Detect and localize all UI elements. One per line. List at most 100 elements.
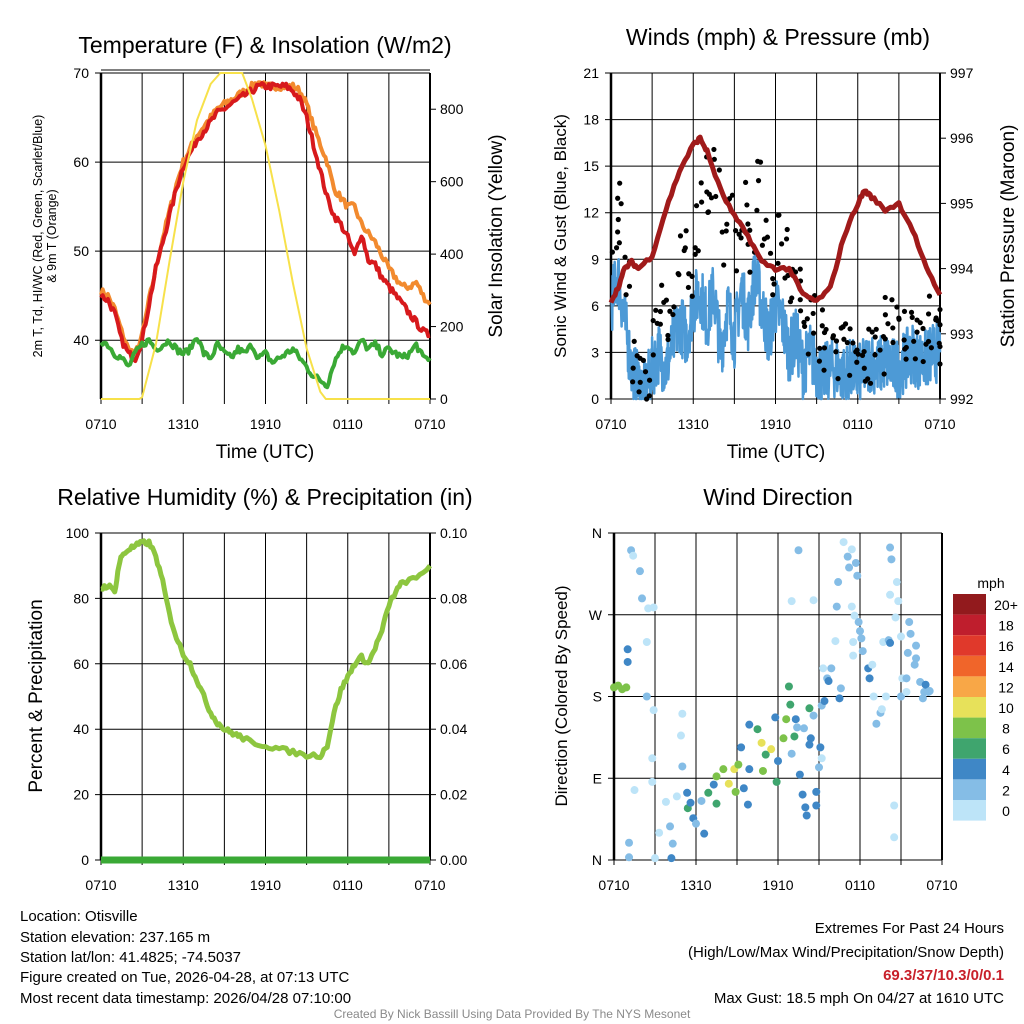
gust-point [925,338,932,345]
latlon-text: Station lat/lon: 41.4825; -74.5037 [20,949,241,966]
y-tick-label: 80 [73,590,89,606]
x-tick-label: 0710 [85,877,116,893]
y-tick-label: 50 [73,243,89,259]
gust-point [676,272,682,278]
wind-direction-point [805,704,814,713]
gust-point [908,309,915,316]
wind-direction-point [784,682,793,691]
y-tick-label: 60 [73,154,89,170]
wind-direction-point [887,555,896,564]
x-tick-label: 0710 [414,416,445,432]
gust-point [744,202,750,208]
y2-tick-label: 800 [440,101,464,117]
wind-direction-point [850,611,859,620]
gust-point [615,229,621,235]
wind-direction-title: Wind Direction [703,484,853,510]
wind-direction-point [858,647,867,656]
wind-direction-point [834,578,843,587]
pressure-ylabel: Station Pressure (Maroon) [998,125,1019,348]
wind-direction-point [709,780,718,789]
gust-point [775,260,781,266]
wind-direction-point [854,618,863,627]
wind-direction-point [678,709,687,718]
gust-point [723,228,729,234]
legend-label: 18 [998,618,1014,634]
wind-direction-point [824,677,833,686]
gust-point [889,297,895,303]
legend-swatch [953,800,986,821]
wind-direction-point [758,766,767,775]
gust-point [631,338,637,344]
elevation-text: Station elevation: 237.165 m [20,929,210,946]
gust-point [885,321,891,327]
wind-direction-point [799,724,808,733]
gust-point [847,372,853,378]
gust-point [880,333,887,340]
humidity-ylabel: Percent & Precipitation [26,599,47,792]
gust-point [821,367,827,373]
gust-point [903,356,909,362]
gust-point [890,325,896,331]
wind-direction-point [753,725,762,734]
gust-point [617,180,623,186]
legend-swatch [953,655,986,677]
gust-point [776,212,782,218]
wind-direction-point [623,657,632,666]
wind-direction-point [678,762,687,771]
x-tick-label: 1910 [760,416,791,432]
gust-point [755,178,762,184]
gust-point [855,351,861,357]
wind-direction-point [622,683,631,692]
gust-point [757,159,764,165]
wind-direction-point [743,800,752,809]
x-tick-label: 1310 [168,877,199,893]
y-tick-label: 6 [591,298,599,314]
gust-point [838,325,844,331]
legend-swatch [953,717,986,739]
temperature-ylabel-line1: 2m T, Td, HI/WC (Red, Green, Scarlet/Blu… [31,115,45,358]
gust-point [622,254,628,260]
gust-point [653,307,659,313]
winds-ylabel: Sonic Wind & Gust (Blue, Black) [551,114,570,358]
gust-point [770,292,776,298]
wind-direction-point [745,720,754,729]
gust-point [657,308,664,315]
wind-direction-point [910,660,919,669]
wind-direction-point [623,645,632,654]
legend-label: 4 [1002,762,1010,778]
x-tick-label: 0710 [926,877,957,893]
wind-direction-point [787,597,796,606]
wind-direction-point [676,731,685,740]
wind-direction-point [686,798,695,807]
gust-point [736,231,742,237]
wind-direction-point [849,638,858,646]
gust-point [716,167,722,173]
gust-point [850,340,856,346]
wind-direction-point [648,754,657,763]
wind-direction-point [649,603,658,612]
gust-point [847,326,853,332]
wind-direction-point [845,563,854,572]
gust-point [747,227,753,233]
gust-point [659,282,665,288]
gust-point [637,379,643,385]
gust-point [912,356,918,362]
y-tick-label: 15 [583,158,599,174]
gust-point [677,233,684,239]
wind-direction-point [655,828,664,837]
gust-point [901,308,908,315]
wind-direction-point [897,692,905,701]
gust-point [698,180,704,186]
gust-point [830,335,836,341]
temperature-ylabel-line2: & 9m T (Orange) [45,189,59,282]
wind-direction-point [847,545,856,554]
gust-point [783,236,790,242]
gust-point [764,234,771,240]
gust-point [667,308,673,314]
wind-direction-point [886,638,895,647]
y-tick-label: 3 [591,344,599,360]
wind-direction-point [771,713,780,722]
series-2m-t [99,81,431,363]
legend-swatch [953,676,986,697]
wind-direction-point [625,853,634,862]
